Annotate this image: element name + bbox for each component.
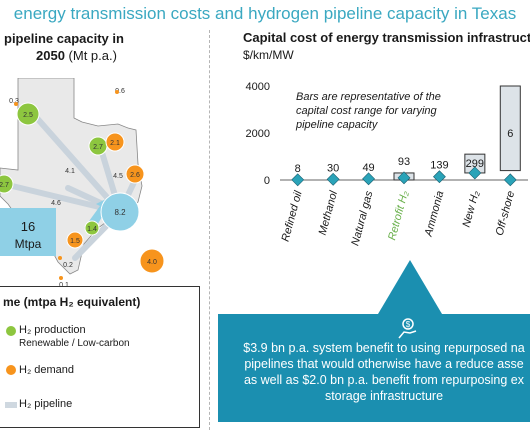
- cost-value-diamond: [326, 172, 340, 186]
- callout-line: as well as $2.0 bn p.a. benefit from rep…: [243, 373, 525, 387]
- chart-annotation: Bars are representative of the capital c…: [295, 91, 444, 131]
- node-dot: [59, 276, 63, 280]
- capacity-callout-value: 16: [21, 219, 35, 234]
- pipeline: [25, 105, 123, 215]
- data-label: 139: [430, 160, 448, 172]
- cost-range-bar: [499, 85, 521, 172]
- callout-text: $3.9 bn p.a. system benefit to using rep…: [228, 340, 530, 404]
- map-node-label: 1.5: [70, 238, 80, 245]
- capital-cost-chart: 0 2000 4000 8 Refined oil 30 Methanol 49 Natura…: [246, 81, 528, 247]
- map-heading-year: 2050: [36, 48, 65, 63]
- map-node-label: 0.6: [115, 88, 125, 95]
- map-node-label: 4.6: [51, 200, 61, 207]
- legend-label-production: H₂ production: [19, 324, 86, 336]
- demand-legend-icon: [6, 365, 16, 375]
- category-label: Retrofit H₂: [386, 189, 411, 242]
- data-label: 93: [398, 156, 410, 168]
- data-label: 30: [327, 162, 339, 174]
- y-tick-label: 0: [264, 175, 270, 187]
- y-tick-label: 4000: [246, 81, 270, 93]
- map-node-label: 2.7: [0, 182, 9, 189]
- data-label: 299: [466, 158, 484, 170]
- cost-value-diamond: [397, 171, 411, 185]
- panel-divider: [209, 30, 210, 430]
- map-node: [84, 220, 100, 236]
- cost-value-diamond: [468, 166, 482, 180]
- pipeline-legend-icon: [5, 402, 17, 408]
- map-node-label: 4.5: [113, 173, 123, 180]
- map-node-label: 4.0: [147, 259, 157, 266]
- map-node: [100, 192, 140, 232]
- map-node: [16, 102, 40, 126]
- y-tick-label: 2000: [246, 128, 270, 140]
- node-dot: [58, 256, 62, 260]
- callout-line: $3.9 bn p.a. system benefit to using rep…: [243, 341, 525, 355]
- texas-pipeline-map: 0.3 2.5 0.6 2.7 2.1 4.1 2.7 4.6 4.5 2.6 8.2 1.4 1.5 0…: [0, 78, 165, 289]
- map-node-label: 2.6: [130, 172, 140, 179]
- map-node: [66, 231, 84, 249]
- cost-value-diamond: [291, 173, 305, 187]
- category-label: Ammonia: [422, 190, 446, 239]
- map-node-label: 1.4: [87, 226, 97, 233]
- capacity-callout-box: [0, 208, 56, 256]
- legend-title: me (mtpa H₂ equivalent): [3, 295, 141, 309]
- map-node-label: 4.1: [65, 168, 75, 175]
- node-dot: [115, 90, 119, 94]
- legend-box: me (mtpa H₂ equivalent) H₂ production Re…: [0, 286, 200, 428]
- map-heading-line1: pipeline capacity in: [4, 31, 124, 46]
- legend-item-production: H₂ production Renewable / Low-carbon: [19, 323, 130, 351]
- chart-heading: Capital cost of energy transmission infr…: [243, 30, 530, 45]
- category-label: New H₂: [461, 189, 482, 229]
- map-node: [0, 174, 14, 194]
- map-node-label: 2.7: [93, 144, 103, 151]
- category-label: Off-shore: [494, 190, 517, 237]
- category-label: Refined oil: [280, 189, 305, 243]
- category-label: Methanol: [317, 189, 340, 236]
- data-label: 8: [295, 163, 301, 175]
- production-legend-icon: [6, 326, 16, 336]
- map-node: [139, 248, 165, 274]
- map-node-label: 0.1: [59, 282, 69, 289]
- chart-unit: $/km/MW: [243, 48, 294, 62]
- map-node-label: 0.3: [9, 98, 19, 105]
- map-heading-unit: (Mt p.a.): [68, 48, 117, 63]
- node-dot: [14, 102, 18, 106]
- cost-value-diamond: [362, 172, 375, 186]
- money-hand-icon: $: [398, 318, 417, 339]
- cost-value-diamond: [503, 173, 517, 187]
- data-label: 49: [362, 162, 374, 174]
- map-node: [125, 164, 145, 184]
- map-node: [105, 132, 125, 152]
- map-node-label: 2.5: [23, 112, 33, 119]
- category-label: Natural gas: [349, 189, 375, 247]
- callout-line: pipelines that would otherwise have a re…: [244, 357, 524, 371]
- callout-arrow: [378, 260, 442, 314]
- page-title: energy transmission costs and hydrogen p…: [13, 4, 517, 23]
- capacity-callout-unit: Mtpa: [15, 237, 42, 251]
- callout-line: storage infrastructure: [324, 389, 444, 403]
- legend-label-pipeline: H₂ pipeline: [19, 398, 73, 410]
- cost-value-diamond: [433, 170, 446, 184]
- map-node-label: 8.2: [114, 208, 126, 217]
- benefit-callout: [218, 314, 530, 422]
- legend-label-demand: H₂ demand: [19, 364, 75, 376]
- svg-text:$: $: [406, 320, 411, 329]
- map-node-label: 0.2: [63, 262, 73, 269]
- map-node-label: 2.1: [110, 140, 120, 147]
- data-label: 6: [507, 128, 513, 140]
- legend-sub-production: Renewable / Low-carbon: [19, 338, 130, 349]
